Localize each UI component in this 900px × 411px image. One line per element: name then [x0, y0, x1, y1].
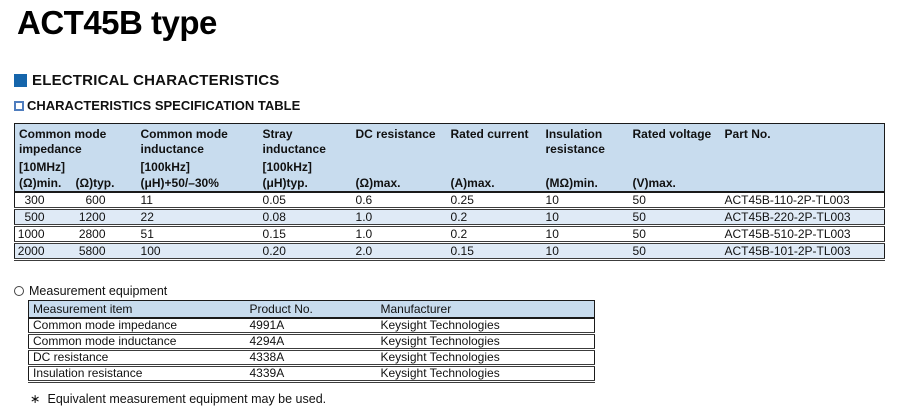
product-no-cell: 4339A [249, 365, 285, 380]
section-title: CHARACTERISTICS SPECIFICATION TABLE [27, 98, 301, 113]
column-unit: (V)max. [630, 175, 723, 192]
column-header: Stray inductance [257, 123, 354, 160]
asterisk-icon: ∗ [30, 392, 41, 406]
spec-table: Common mode impedance Common mode induct… [14, 123, 886, 261]
footnote: ∗ Equivalent measurement equipment may be… [30, 391, 326, 406]
spec-cell: 2.0 [355, 243, 373, 258]
table-row: Common mode inductance 4294A Keysight Te… [28, 333, 595, 349]
measurement-item-cell: Common mode inductance [33, 333, 177, 348]
column-subheader-frequency: [10MHz] [14, 159, 139, 176]
column-header: DC resistance [353, 123, 449, 160]
column-header: Rated voltage [630, 123, 723, 160]
spec-cell: 0.25 [450, 192, 474, 207]
spec-cell: 51 [140, 226, 154, 241]
part-number-cell: ACT45B-510-2P-TL003 [724, 226, 851, 241]
spec-cell: 10 [545, 243, 559, 258]
column-header: Rated current [448, 123, 543, 160]
measurement-equipment-title: Measurement equipment [29, 284, 168, 298]
table-row: 1000 2800 51 0.15 1.0 0.2 10 50 ACT45B-5… [14, 225, 885, 242]
column-unit: (MΩ)min. [542, 175, 631, 192]
product-no-cell: 4338A [249, 349, 285, 364]
spec-cell: 50 [632, 243, 646, 258]
spec-cell: 5800 [78, 243, 106, 258]
column-unit: (Ω)typ. [64, 175, 139, 192]
measurement-equipment-label: Measurement equipment [14, 284, 167, 298]
table-row: 300 600 11 0.05 0.6 0.25 10 50 ACT45B-11… [14, 192, 885, 208]
outline-square-bullet-icon [14, 100, 24, 111]
spec-cell: 2800 [78, 226, 106, 241]
measurement-equipment-table: Measurement item Product No. Manufacture… [28, 300, 595, 383]
solid-square-bullet-icon [14, 74, 27, 87]
spec-cell: 50 [632, 226, 646, 241]
part-number-cell: ACT45B-220-2P-TL003 [724, 209, 851, 224]
section-title: ELECTRICAL CHARACTERISTICS [32, 72, 280, 89]
section-spec-table: CHARACTERISTICS SPECIFICATION TABLE [14, 98, 300, 113]
spec-cell: 11 [140, 192, 153, 207]
column-unit: (Ω)max. [353, 175, 449, 192]
spec-cell: 10 [545, 192, 559, 207]
product-no-cell: 4294A [249, 333, 285, 348]
spec-cell: 0.2 [450, 209, 468, 224]
spec-table-header: Common mode impedance Common mode induct… [14, 123, 885, 192]
column-header: Measurement item [28, 300, 248, 318]
column-header: Manufacturer [378, 300, 595, 318]
spec-cell: 500 [24, 209, 45, 224]
spec-cell: 50 [632, 209, 646, 224]
measurement-item-cell: DC resistance [33, 349, 109, 364]
manufacturer-cell: Keysight Technologies [380, 365, 500, 380]
circle-bullet-icon [14, 286, 24, 296]
spec-cell: 0.15 [262, 226, 286, 241]
column-header: Insulation resistance [542, 123, 631, 160]
part-number-cell: ACT45B-110-2P-TL003 [724, 192, 850, 207]
spec-cell: 0.20 [262, 243, 286, 258]
spec-cell: 0.05 [262, 192, 286, 207]
product-no-cell: 4991A [249, 317, 285, 332]
column-header: Part No. [722, 123, 885, 160]
page-title: ACT45B type [17, 4, 217, 41]
manufacturer-cell: Keysight Technologies [380, 349, 500, 364]
part-number-cell: ACT45B-101-2P-TL003 [724, 243, 851, 258]
column-unit: (A)max. [448, 175, 543, 192]
spec-cell: 100 [140, 243, 161, 258]
footnote-text: Equivalent measurement equipment may be … [47, 392, 327, 406]
measurement-item-cell: Insulation resistance [33, 365, 143, 380]
spec-cell: 1000 [17, 226, 45, 241]
manufacturer-cell: Keysight Technologies [380, 317, 500, 332]
column-unit: (μH)+50/–30% [138, 175, 258, 192]
manufacturer-cell: Keysight Technologies [380, 333, 500, 348]
spec-cell: 1.0 [355, 209, 373, 224]
spec-cell: 0.2 [450, 226, 468, 241]
spec-cell: 22 [140, 209, 154, 224]
column-header: Product No. [247, 300, 379, 318]
section-electrical-characteristics: ELECTRICAL CHARACTERISTICS [14, 72, 279, 89]
spec-cell: 600 [85, 192, 106, 207]
table-row: Insulation resistance 4339A Keysight Tec… [28, 365, 595, 381]
spec-cell: 0.15 [450, 243, 474, 258]
table-row: DC resistance 4338A Keysight Technologie… [28, 349, 595, 365]
spec-cell: 0.08 [262, 209, 286, 224]
spec-cell: 2000 [17, 243, 45, 258]
column-unit: (Ω)min. [14, 175, 65, 192]
spec-cell: 50 [632, 192, 646, 207]
spec-cell: 10 [545, 209, 559, 224]
table-row: 500 1200 22 0.08 1.0 0.2 10 50 ACT45B-22… [14, 208, 885, 225]
spec-cell: 300 [24, 192, 45, 207]
table-row: 2000 5800 100 0.20 2.0 0.15 10 50 ACT45B… [14, 242, 885, 259]
spec-cell: 1.0 [355, 226, 373, 241]
measurement-item-cell: Common mode impedance [33, 317, 178, 332]
column-subheader-frequency: [100kHz] [257, 159, 354, 176]
column-header: Common mode inductance [138, 123, 258, 160]
spec-cell: 10 [545, 226, 559, 241]
column-subheader-frequency: [100kHz] [138, 159, 258, 176]
measurement-table-header: Measurement item Product No. Manufacture… [28, 300, 595, 318]
column-unit: (μH)typ. [257, 175, 354, 192]
spec-cell: 0.6 [355, 192, 373, 207]
table-row: Common mode impedance 4991A Keysight Tec… [28, 317, 595, 333]
column-header: Common mode impedance [14, 123, 139, 160]
spec-cell: 1200 [78, 209, 106, 224]
